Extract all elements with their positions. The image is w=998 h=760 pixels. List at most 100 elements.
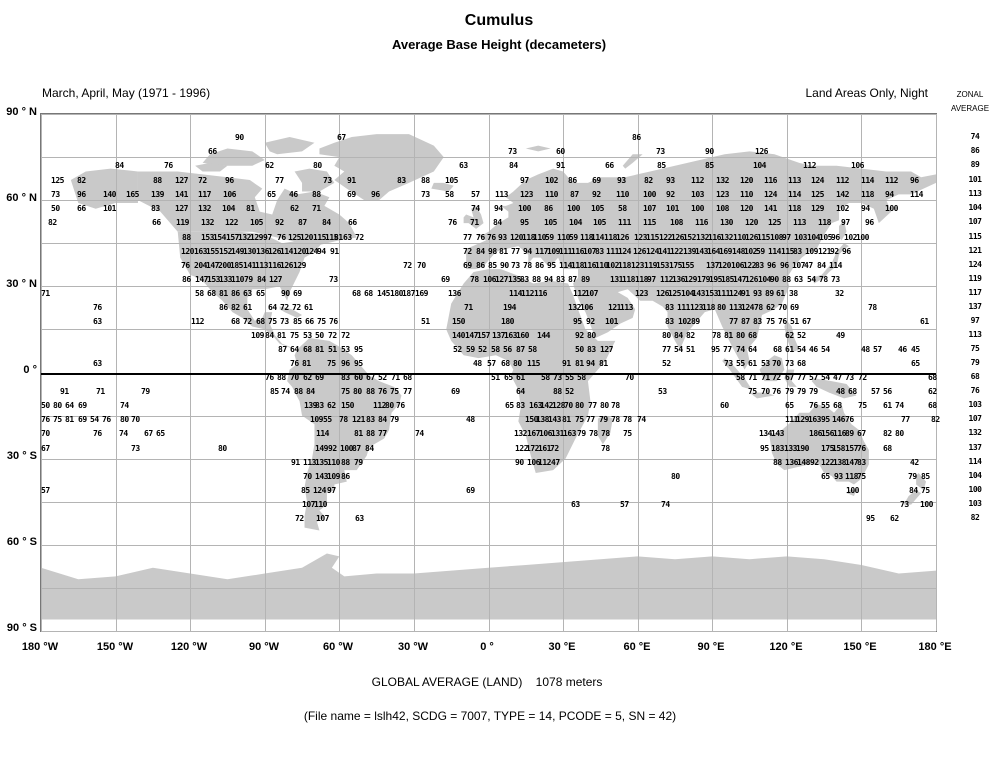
- grid-value: 84: [306, 387, 315, 396]
- grid-value: 160: [516, 331, 529, 340]
- condition-label: Land Areas Only, Night: [805, 86, 928, 100]
- grid-value: 158: [832, 444, 845, 453]
- grid-value: 115: [313, 233, 326, 242]
- grid-value: 68: [303, 345, 312, 354]
- grid-value: 76: [845, 415, 854, 424]
- grid-value: 148: [732, 247, 745, 256]
- grid-value: 77: [729, 317, 738, 326]
- grid-value: 73: [724, 359, 733, 368]
- grid-value: 132: [238, 233, 251, 242]
- grid-value: 93: [666, 176, 675, 185]
- grid-value: 82: [231, 303, 240, 312]
- grid-value: 124: [646, 247, 659, 256]
- grid-value: 79: [354, 458, 363, 467]
- grid-value: 121: [608, 303, 621, 312]
- grid-value: 89: [691, 317, 700, 326]
- grid-value: 38: [789, 289, 798, 298]
- grid-value: 73: [553, 373, 562, 382]
- grid-value: 85: [705, 161, 714, 170]
- grid-value: 108: [770, 233, 783, 242]
- grid-value: 139: [151, 190, 164, 199]
- grid-value: 130: [720, 218, 733, 227]
- grid-value: 70: [625, 373, 634, 382]
- grid-value: 143: [692, 289, 705, 298]
- grid-value: 73: [323, 176, 332, 185]
- grid-value: 68: [748, 331, 757, 340]
- grid-value: 107: [792, 261, 805, 270]
- grid-value: 103: [794, 233, 807, 242]
- grid-value: 149: [231, 247, 244, 256]
- grid-value: 75: [317, 317, 326, 326]
- grid-value: 80: [313, 161, 322, 170]
- grid-value: 85: [657, 161, 666, 170]
- grid-value: 113: [793, 218, 806, 227]
- longitude-gridline: [190, 114, 191, 631]
- grid-value: 62: [327, 401, 336, 410]
- grid-value: 109: [327, 472, 340, 481]
- grid-value: 183: [771, 444, 784, 453]
- grid-value: 147: [845, 458, 858, 467]
- grid-value: 152: [683, 233, 696, 242]
- grid-value: 49: [836, 331, 845, 340]
- grid-value: 95: [760, 444, 769, 453]
- grid-value: 74: [661, 500, 670, 509]
- grid-value: 52: [378, 373, 387, 382]
- grid-value: 51: [790, 317, 799, 326]
- landmass-victoria: [195, 162, 228, 172]
- grid-value: 122: [659, 233, 672, 242]
- latitude-axis-label: 0 °: [23, 364, 37, 376]
- grid-value: 164: [707, 247, 720, 256]
- grid-value: 76: [93, 429, 102, 438]
- grid-value: 100: [920, 500, 933, 509]
- grid-value: 141: [243, 261, 256, 270]
- grid-value: 80: [120, 415, 129, 424]
- grid-value: 88: [312, 190, 321, 199]
- grid-value: 136: [448, 289, 461, 298]
- grid-value: 132: [696, 233, 709, 242]
- grid-value: 111: [559, 247, 572, 256]
- grid-value: 70: [131, 415, 140, 424]
- zonal-average-value: 117: [968, 288, 982, 297]
- grid-value: 83: [793, 247, 802, 256]
- grid-value: 124: [764, 190, 777, 199]
- grid-value: 110: [733, 233, 746, 242]
- grid-value: 118: [861, 190, 874, 199]
- grid-value: 155: [206, 247, 219, 256]
- grid-value: 73: [508, 147, 517, 156]
- grid-value: 114: [591, 233, 604, 242]
- grid-value: 111: [618, 218, 631, 227]
- grid-value: 48: [473, 359, 482, 368]
- grid-value: 93: [753, 289, 762, 298]
- grid-value: 58: [195, 289, 204, 298]
- grid-value: 86: [535, 261, 544, 270]
- grid-value: 157: [477, 331, 490, 340]
- zonal-average-value: 100: [968, 485, 982, 494]
- grid-value: 132: [201, 218, 214, 227]
- grid-value: 110: [616, 190, 629, 199]
- grid-value: 48: [861, 345, 870, 354]
- grid-value: 92: [830, 247, 839, 256]
- grid-value: 102: [836, 204, 849, 213]
- grid-value: 137: [492, 331, 505, 340]
- grid-value: 58: [528, 345, 537, 354]
- grid-value: 63: [243, 289, 252, 298]
- grid-value: 91: [562, 359, 571, 368]
- grid-value: 110: [533, 233, 546, 242]
- grid-value: 92: [586, 317, 595, 326]
- grid-value: 96: [780, 261, 789, 270]
- grid-value: 77: [588, 401, 597, 410]
- grid-value: 95: [866, 514, 875, 523]
- grid-value: 80: [385, 401, 394, 410]
- grid-value: 153: [201, 233, 214, 242]
- grid-value: 74: [637, 415, 646, 424]
- grid-value: 46: [809, 345, 818, 354]
- zonal-average-value: 119: [968, 274, 982, 283]
- grid-value: 118: [571, 261, 584, 270]
- grid-value: 124: [811, 176, 824, 185]
- grid-value: 76: [487, 233, 496, 242]
- grid-value: 110: [545, 190, 558, 199]
- grid-value: 112: [538, 458, 551, 467]
- grid-value: 72: [772, 373, 781, 382]
- grid-value: 112: [836, 176, 849, 185]
- grid-value: 72: [280, 303, 289, 312]
